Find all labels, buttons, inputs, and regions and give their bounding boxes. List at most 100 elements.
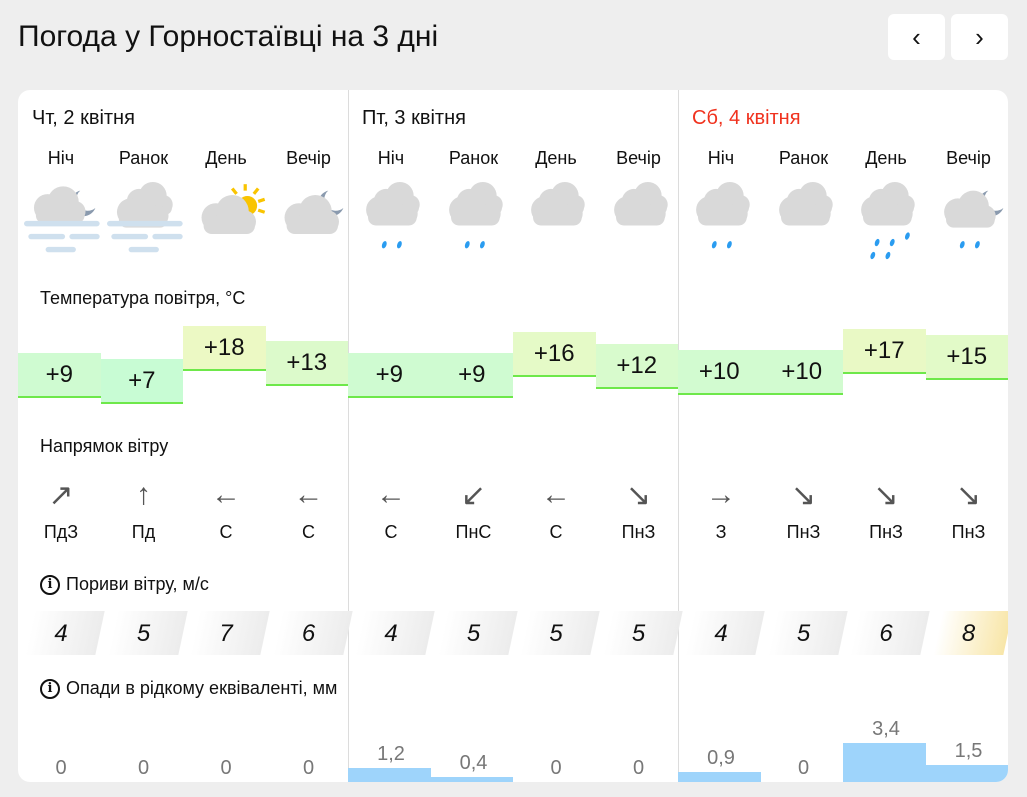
temp-value: +12 bbox=[616, 351, 658, 379]
temp-value: +9 bbox=[458, 360, 486, 388]
day-header: Чт, 2 квітня bbox=[32, 107, 135, 129]
temp-bar: +16 bbox=[513, 332, 596, 377]
slot-label: Ніч bbox=[47, 148, 75, 168]
gust-value: 4 bbox=[384, 620, 398, 647]
temp-value: +16 bbox=[533, 339, 575, 367]
cloudy-icon bbox=[519, 182, 601, 262]
temp-bar: +18 bbox=[183, 326, 266, 371]
precip-bar bbox=[678, 771, 761, 782]
temp-bar: +9 bbox=[348, 353, 431, 398]
wind-direction: ПнЗ bbox=[951, 522, 986, 542]
slot-label: Ранок bbox=[778, 148, 829, 168]
cloudy-icon bbox=[767, 182, 849, 262]
temp-bar: +12 bbox=[595, 344, 678, 389]
slot-label: Ранок bbox=[118, 148, 169, 168]
temp-value: +15 bbox=[946, 342, 988, 370]
forecast-card: Чт, 2 квітня Пт, 3 квітня Сб, 4 квітня Т… bbox=[18, 90, 1008, 782]
wind-direction: Пд bbox=[131, 522, 156, 542]
temp-bar: +9 bbox=[430, 353, 513, 398]
wind-arrow-icon: ↗ bbox=[48, 479, 74, 512]
wind-arrow-icon: ↘ bbox=[790, 479, 817, 512]
temp-value: +17 bbox=[863, 336, 905, 364]
gust-value: 5 bbox=[466, 620, 481, 647]
temp-value: +10 bbox=[781, 357, 823, 385]
temp-bar: +7 bbox=[100, 359, 183, 404]
info-icon[interactable]: i bbox=[40, 574, 60, 595]
wind-arrow-icon: ← bbox=[211, 478, 241, 511]
precip-value: 0 bbox=[632, 757, 645, 779]
precip-value: 0 bbox=[797, 757, 810, 779]
gust-section-title: i Пориви вітру, м/с bbox=[40, 574, 209, 595]
wind-direction: ПнЗ bbox=[621, 522, 656, 542]
wind-arrow-icon: ↘ bbox=[955, 479, 982, 512]
day-divider bbox=[678, 90, 679, 782]
wind-arrow-icon: ← bbox=[541, 478, 571, 511]
day-divider bbox=[348, 90, 349, 782]
day-header: Пт, 3 квітня bbox=[362, 107, 466, 129]
gust-value: 4 bbox=[714, 620, 728, 647]
wind-direction: З bbox=[715, 522, 727, 542]
temp-bar: +10 bbox=[678, 350, 761, 395]
precip-value: 0 bbox=[550, 757, 562, 779]
slot-label: Вечір bbox=[946, 148, 991, 168]
gust-value: 5 bbox=[796, 620, 811, 647]
cloudy-light-rain-icon bbox=[437, 182, 519, 262]
precip-value: 0 bbox=[137, 757, 150, 779]
wind-section-title: Напрямок вітру bbox=[40, 436, 169, 457]
precip-bar bbox=[430, 777, 513, 782]
temp-value: +9 bbox=[375, 360, 403, 388]
slot-label: День bbox=[205, 148, 247, 168]
wind-direction: С bbox=[302, 522, 315, 542]
precip-bar bbox=[925, 764, 1008, 782]
wind-direction: ПнС bbox=[455, 522, 492, 542]
temp-value: +10 bbox=[698, 357, 740, 385]
precip-value: 3,4 bbox=[872, 717, 900, 740]
temp-value: +13 bbox=[286, 348, 328, 376]
precip-section-title: i Опади в рідкому еквіваленті, мм bbox=[40, 678, 338, 699]
wind-arrow-icon: ↘ bbox=[873, 479, 899, 512]
gust-value: 5 bbox=[549, 620, 563, 647]
wind-direction: С bbox=[549, 522, 563, 542]
precip-value: 0 bbox=[302, 757, 315, 779]
precip-value: 0,9 bbox=[707, 746, 735, 769]
wind-arrow-icon: → bbox=[706, 478, 736, 511]
temp-bar: +15 bbox=[925, 335, 1008, 380]
gust-value: 5 bbox=[631, 620, 646, 647]
temp-section-title: Температура повітря, °C bbox=[40, 288, 246, 309]
temp-value: +18 bbox=[203, 333, 245, 361]
wind-direction: ПдЗ bbox=[43, 522, 79, 542]
wind-direction: С bbox=[384, 522, 398, 542]
cloudy-light-rain-icon bbox=[354, 182, 436, 262]
fog-night-icon bbox=[24, 182, 106, 262]
wind-arrow-icon: ↘ bbox=[625, 479, 652, 512]
precip-bar bbox=[843, 742, 926, 782]
slot-label: Ранок bbox=[448, 148, 499, 168]
gust-value: 6 bbox=[301, 620, 316, 647]
precip-value: 0 bbox=[220, 757, 232, 779]
temp-bar: +13 bbox=[265, 341, 348, 386]
chevron-right-icon: › bbox=[975, 21, 984, 52]
precip-value: 0 bbox=[55, 757, 67, 779]
slot-label: День bbox=[535, 148, 577, 168]
wind-arrow-icon: ↙ bbox=[460, 479, 487, 512]
slot-label: Ніч bbox=[707, 148, 735, 168]
prev-button[interactable]: ‹ bbox=[888, 14, 945, 60]
temp-bar: +17 bbox=[843, 329, 926, 374]
wind-direction: ПнЗ bbox=[786, 522, 821, 542]
wind-direction: С bbox=[219, 522, 233, 542]
precip-value: 1,5 bbox=[954, 739, 983, 762]
next-button[interactable]: › bbox=[951, 14, 1008, 60]
wind-arrow-icon: ← bbox=[376, 478, 406, 511]
temp-value: +7 bbox=[128, 366, 156, 394]
wind-arrow-icon: ← bbox=[293, 478, 324, 511]
precip-value: 0,4 bbox=[459, 752, 488, 775]
temp-bar: +9 bbox=[18, 353, 101, 398]
fog-cloudy-icon bbox=[106, 182, 189, 262]
temp-value: +9 bbox=[45, 360, 73, 388]
info-icon[interactable]: i bbox=[40, 678, 60, 699]
cloudy-light-rain-icon bbox=[684, 182, 766, 262]
partly-sunny-icon bbox=[189, 182, 271, 262]
slot-label: Вечір bbox=[286, 148, 331, 168]
rain-night-icon bbox=[932, 182, 1009, 262]
wind-direction: ПнЗ bbox=[869, 522, 903, 542]
